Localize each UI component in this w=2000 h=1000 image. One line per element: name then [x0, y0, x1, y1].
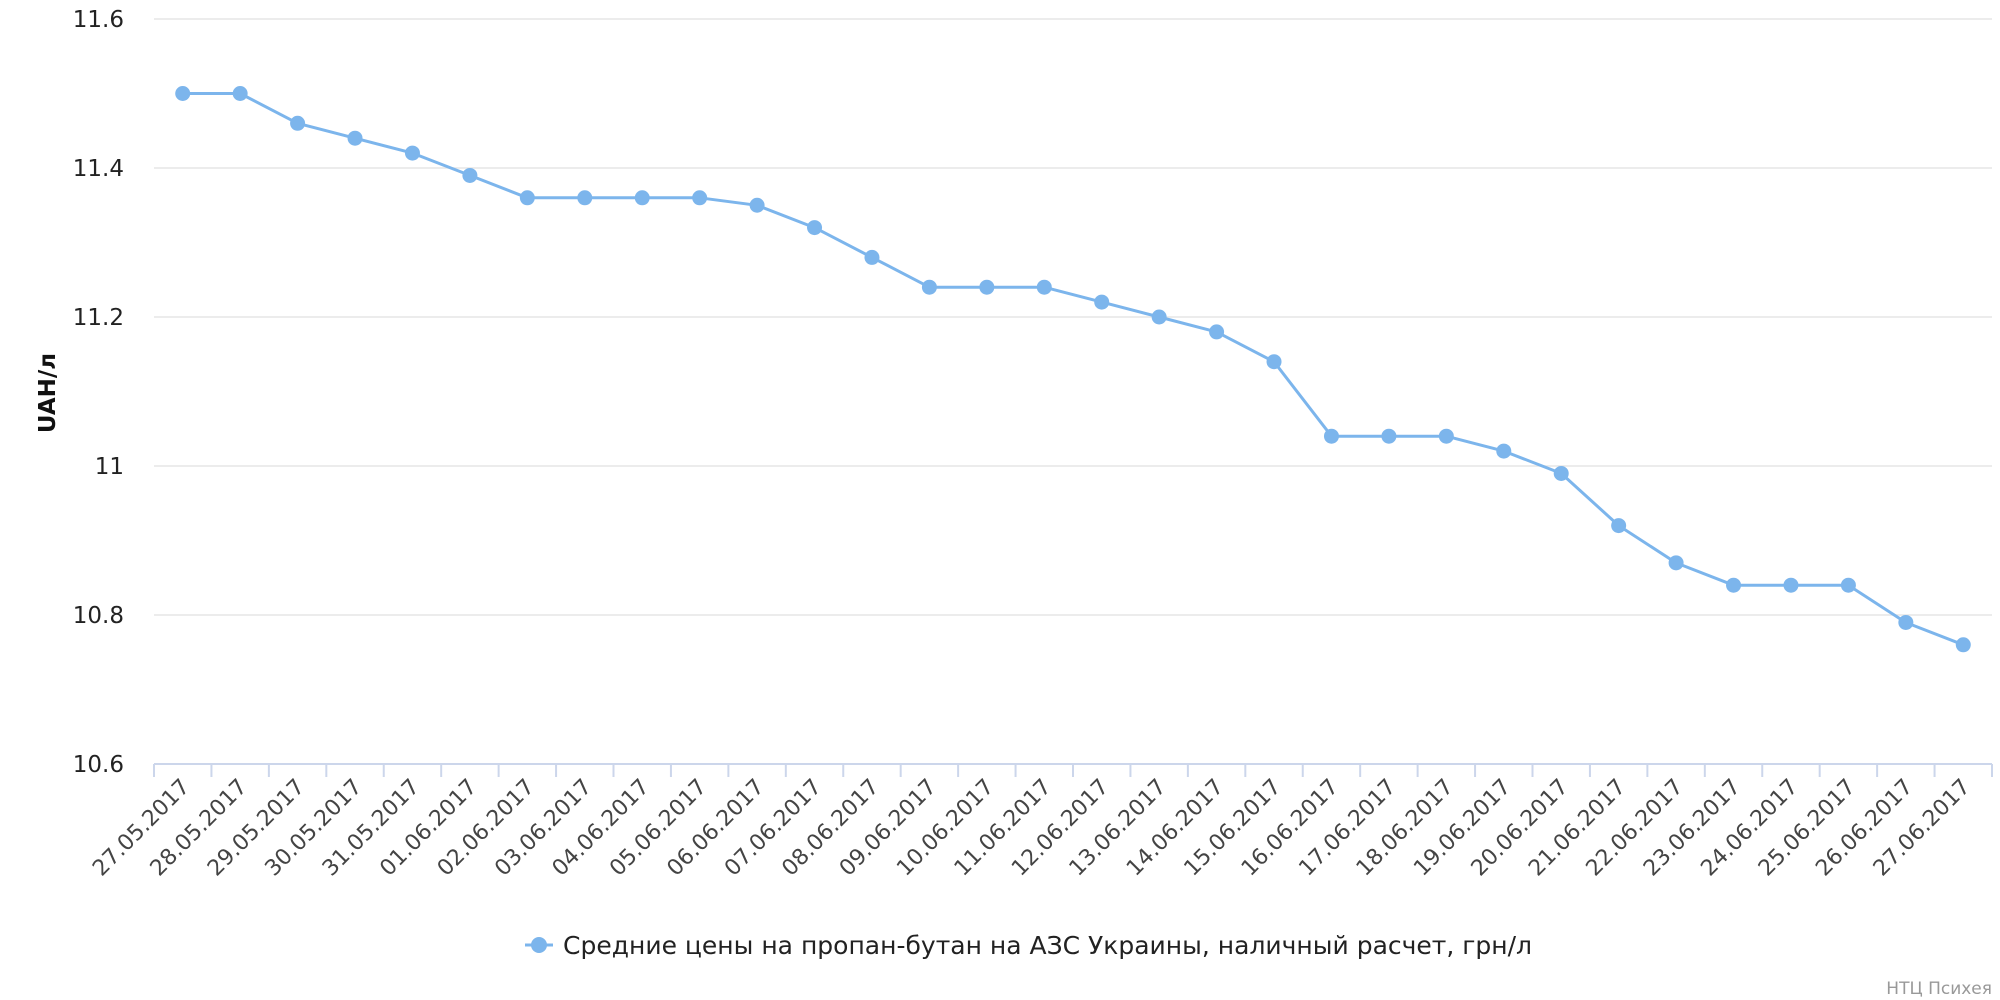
data-point[interactable]	[1323, 428, 1339, 444]
legend-marker	[531, 937, 547, 953]
data-point[interactable]	[979, 279, 995, 295]
data-point[interactable]	[1209, 324, 1225, 340]
data-point[interactable]	[1668, 555, 1684, 571]
y-tick-label: 10.8	[73, 603, 124, 629]
legend-item-label: Средние цены на пропан-бутан на АЗС Укра…	[563, 931, 1532, 960]
data-point[interactable]	[1036, 279, 1052, 295]
x-axis: 27.05.201728.05.201729.05.201730.05.2017…	[88, 763, 1993, 881]
series-layer	[175, 86, 1971, 653]
data-point[interactable]	[175, 86, 191, 101]
series-line	[182, 92, 1964, 647]
data-point[interactable]	[347, 130, 363, 146]
data-point[interactable]	[1438, 428, 1454, 444]
legend[interactable]: Средние цены на пропан-бутан на АЗС Укра…	[525, 931, 1532, 960]
data-point[interactable]	[692, 190, 708, 206]
data-point[interactable]	[1094, 294, 1110, 310]
data-point[interactable]	[462, 167, 478, 183]
y-tick-label: 11.6	[73, 7, 124, 33]
data-point[interactable]	[404, 145, 420, 161]
data-point[interactable]	[290, 115, 306, 131]
data-point[interactable]	[1783, 577, 1799, 593]
data-point[interactable]	[1840, 577, 1856, 593]
y-axis-label: UAH/л	[35, 353, 61, 433]
data-point[interactable]	[807, 220, 823, 236]
data-point[interactable]	[232, 86, 248, 101]
data-point[interactable]	[1611, 518, 1627, 534]
data-point[interactable]	[1266, 354, 1282, 370]
data-point[interactable]	[519, 190, 535, 206]
data-point[interactable]	[921, 279, 937, 295]
data-point[interactable]	[1496, 443, 1512, 459]
y-tick-label: 11.4	[73, 156, 124, 182]
data-point[interactable]	[634, 190, 650, 206]
data-point[interactable]	[1726, 577, 1742, 593]
y-tick-label: 10.6	[73, 752, 124, 778]
data-point[interactable]	[1553, 465, 1569, 481]
y-tick-label: 11.2	[73, 305, 124, 331]
y-axis-ticks: 10.6 10.8 11 11.2 11.4 11.6	[73, 7, 124, 778]
data-point[interactable]	[577, 190, 593, 206]
data-point[interactable]	[1898, 614, 1914, 630]
y-tick-label: 11	[95, 454, 124, 480]
data-point[interactable]	[864, 249, 880, 265]
credits-link[interactable]: НТЦ Психея	[1886, 979, 1992, 999]
data-point[interactable]	[1955, 637, 1971, 653]
data-point[interactable]	[1381, 428, 1397, 444]
data-point[interactable]	[749, 197, 765, 213]
grid-lines	[154, 18, 1992, 616]
data-point[interactable]	[1151, 309, 1167, 325]
